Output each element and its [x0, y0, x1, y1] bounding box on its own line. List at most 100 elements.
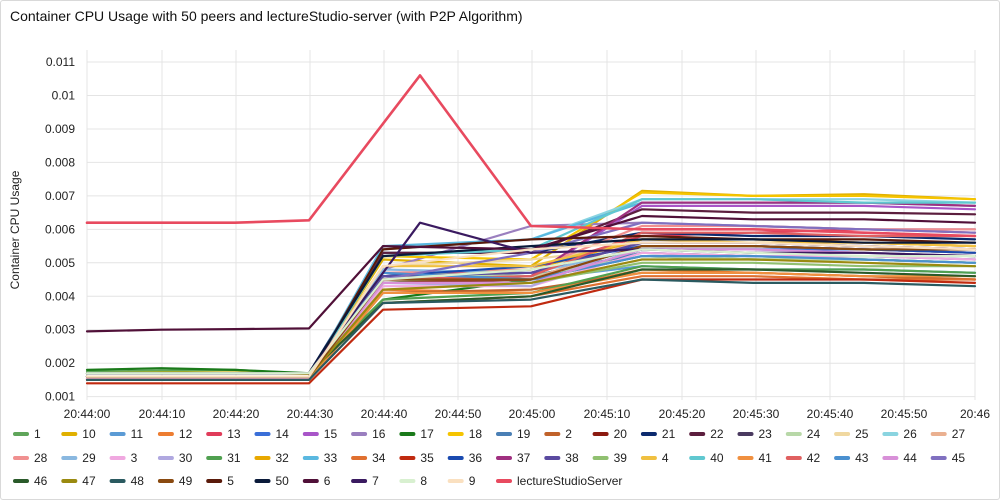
legend-label: 4 — [662, 451, 669, 465]
series-line-34 — [85, 275, 977, 381]
legend-item-21[interactable]: 21 — [640, 427, 676, 441]
legend-label: 17 — [420, 427, 434, 441]
legend-label: 18 — [469, 427, 483, 441]
series-line-lectureStudioServer — [85, 74, 977, 238]
legend-item-19[interactable]: 19 — [496, 427, 531, 441]
legend-item-26[interactable]: 26 — [882, 427, 917, 441]
series-line-42 — [85, 231, 977, 378]
legend-item-16[interactable]: 16 — [351, 427, 386, 441]
legend-label: 27 — [952, 427, 966, 441]
legend-item-31[interactable]: 31 — [206, 451, 241, 465]
legend-item-29[interactable]: 29 — [61, 451, 96, 465]
x-tick-label: 20:44:10 — [139, 407, 186, 421]
y-axis-label: Container CPU Usage — [8, 170, 22, 289]
legend-label: 7 — [372, 474, 379, 488]
series-line-9 — [85, 241, 977, 378]
legend-item-41[interactable]: 41 — [737, 451, 773, 465]
legend-label: 19 — [517, 427, 531, 441]
legend-label: 32 — [276, 451, 290, 465]
legend-item-1[interactable]: 1 — [13, 427, 41, 441]
series-line-48 — [85, 278, 977, 381]
legend-item-11[interactable]: 11 — [109, 427, 144, 441]
legend-item-39[interactable]: 39 — [592, 451, 628, 465]
legend-item-33[interactable]: 33 — [302, 451, 338, 465]
legend-item-40[interactable]: 40 — [689, 451, 724, 465]
legend-label: 20 — [614, 427, 628, 441]
x-tick-label: 20:45:30 — [733, 407, 780, 421]
series-line-8 — [85, 248, 977, 375]
legend-label: 3 — [131, 451, 138, 465]
y-axis-ticks: 0.001 0.002 0.003 0.004 0.005 0.006 0.007 0.008… — [45, 55, 75, 404]
legend-item-25[interactable]: 25 — [834, 427, 869, 441]
legend-item-35[interactable]: 35 — [399, 451, 434, 465]
legend-label: 22 — [710, 427, 724, 441]
x-axis-ticks: 20:44:00 20:44:10 20:44:20 20:44:30 20:44:40… — [64, 407, 991, 421]
legend-item-50[interactable]: 50 — [254, 474, 290, 488]
legend-item-48[interactable]: 48 — [109, 474, 145, 488]
legend-item-47[interactable]: 47 — [61, 474, 96, 488]
legend-item-8[interactable]: 8 — [399, 474, 427, 488]
legend-item-2[interactable]: 2 — [544, 427, 572, 441]
legend-label: 2 — [565, 427, 572, 441]
series-line-43 — [85, 255, 977, 378]
legend-label: 37 — [517, 451, 531, 465]
y-tick-label: 0.005 — [45, 256, 75, 270]
legend-label: 16 — [372, 427, 386, 441]
legend-item-38[interactable]: 38 — [544, 451, 579, 465]
legend-item-49[interactable]: 49 — [157, 474, 193, 488]
x-tick-label: 20:44:40 — [361, 407, 408, 421]
legend-item-32[interactable]: 32 — [254, 451, 290, 465]
legend-item-34[interactable]: 34 — [351, 451, 386, 465]
legend-label: 28 — [34, 451, 48, 465]
legend-item-13[interactable]: 13 — [206, 427, 241, 441]
legend-item-28[interactable]: 28 — [13, 451, 48, 465]
legend-item-44[interactable]: 44 — [882, 451, 917, 465]
legend-item-17[interactable]: 17 — [399, 427, 434, 441]
legend-item-15[interactable]: 15 — [302, 427, 338, 441]
legend-label: 45 — [952, 451, 966, 465]
legend-item-37[interactable]: 37 — [496, 451, 531, 465]
legend-label: 41 — [759, 451, 773, 465]
series-line-35 — [85, 278, 977, 385]
legend-item-43[interactable]: 43 — [834, 451, 869, 465]
legend-item-36[interactable]: 36 — [447, 451, 483, 465]
legend-item-14[interactable]: 14 — [254, 427, 290, 441]
legend-label: 35 — [420, 451, 434, 465]
legend-item-12[interactable]: 12 — [157, 427, 193, 441]
y-tick-label: 0.002 — [45, 356, 75, 370]
y-tick-label: 0.009 — [45, 122, 75, 136]
legend-item-30[interactable]: 30 — [157, 451, 193, 465]
legend-label: 30 — [179, 451, 193, 465]
y-tick-label: 0.006 — [45, 222, 75, 236]
legend-label: 10 — [82, 427, 96, 441]
legend-label: 34 — [372, 451, 386, 465]
legend-label: 11 — [131, 427, 144, 441]
legend-item-46[interactable]: 46 — [13, 474, 48, 488]
y-tick-label: 0.007 — [45, 189, 75, 203]
legend-label: 21 — [662, 427, 676, 441]
legend-label: 47 — [82, 474, 96, 488]
legend-item-3[interactable]: 3 — [109, 451, 138, 465]
legend-item-5[interactable]: 5 — [206, 474, 234, 488]
legend-item-42[interactable]: 42 — [785, 451, 821, 465]
legend-item-45[interactable]: 45 — [930, 451, 966, 465]
legend-item-27[interactable]: 27 — [930, 427, 966, 441]
legend-item-18[interactable]: 18 — [447, 427, 483, 441]
legend-item-22[interactable]: 22 — [689, 427, 724, 441]
series-line-6 — [85, 214, 977, 333]
legend-item-20[interactable]: 20 — [592, 427, 628, 441]
x-tick-label: 20:46 — [960, 407, 990, 421]
legend-label: 42 — [807, 451, 821, 465]
legend[interactable]: 1 10 11 12 13 14 15 16 17 18 19 2 20 21 22 23 24 25 26 27 28… — [13, 427, 966, 488]
legend-item-6[interactable]: 6 — [302, 474, 331, 488]
legend-label: 12 — [179, 427, 193, 441]
legend-item-lectureStudioServer[interactable]: lectureStudioServer — [496, 474, 622, 488]
legend-item-10[interactable]: 10 — [61, 427, 96, 441]
legend-label: 9 — [469, 474, 476, 488]
legend-item-23[interactable]: 23 — [737, 427, 773, 441]
legend-label: 14 — [276, 427, 290, 441]
legend-item-9[interactable]: 9 — [447, 474, 476, 488]
legend-item-7[interactable]: 7 — [351, 474, 379, 488]
legend-item-4[interactable]: 4 — [640, 451, 669, 465]
legend-item-24[interactable]: 24 — [785, 427, 821, 441]
